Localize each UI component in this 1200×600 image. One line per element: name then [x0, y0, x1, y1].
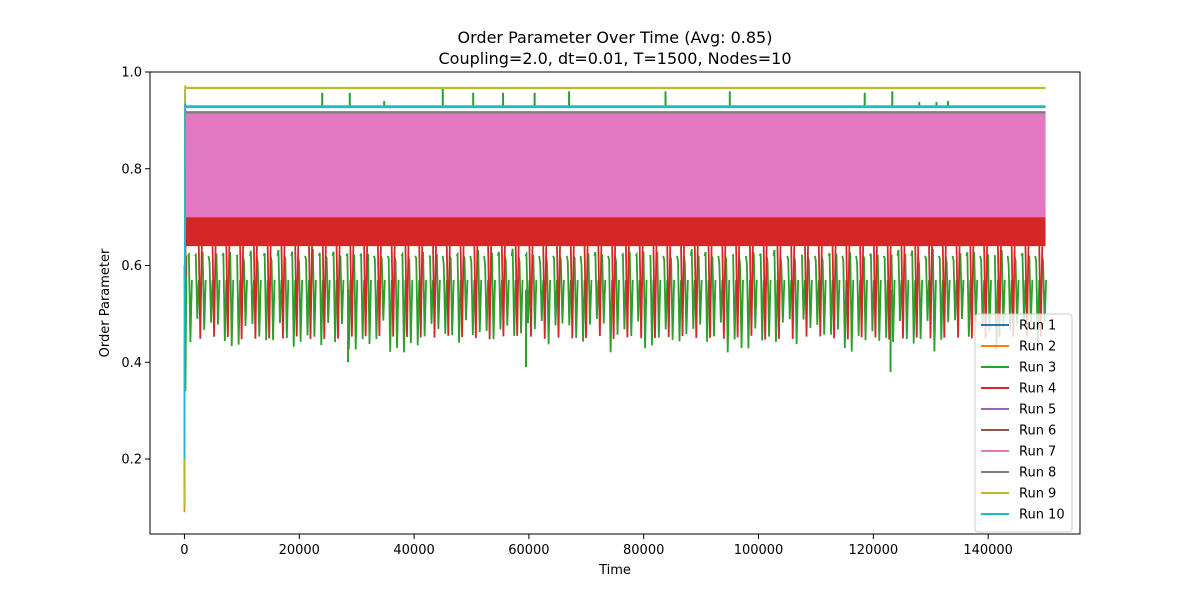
y-tick-label: 0.2	[121, 453, 142, 468]
legend-label: Run 8	[1019, 466, 1056, 481]
legend: Run 1 Run 2 Run 3 Run 4 Run 5 Run 6 Run 7 Run 8…	[974, 313, 1073, 533]
chart-title: Order Parameter Over Time (Avg: 0.85)	[458, 28, 773, 47]
x-tick-label: 120000	[849, 543, 899, 558]
y-tick-label: 1.0	[121, 66, 142, 81]
x-tick-label: 80000	[623, 543, 664, 558]
y-tick-label: 0.6	[121, 259, 142, 274]
x-axis-label: Time	[598, 563, 631, 578]
y-tick-label: 0.4	[121, 356, 142, 371]
x-tick-label: 0	[180, 543, 188, 558]
x-axis: 0 20000 40000 60000 80000 100000 120000 140000	[180, 534, 1013, 558]
series-run-10	[183, 103, 1046, 460]
legend-label: Run 7	[1019, 445, 1056, 460]
legend-box	[974, 313, 1073, 533]
x-tick-label: 40000	[393, 543, 434, 558]
run-4-spikes	[197, 246, 1044, 340]
y-axis: 0.2 0.4 0.6 0.8 1.0	[121, 66, 150, 468]
legend-label: Run 6	[1019, 424, 1056, 439]
x-tick-label: 60000	[508, 543, 549, 558]
legend-label: Run 3	[1019, 361, 1056, 376]
x-tick-label: 140000	[963, 543, 1013, 558]
series-run-3	[183, 88, 1048, 508]
x-tick-label: 20000	[279, 543, 320, 558]
legend-label: Run 1	[1019, 319, 1056, 334]
run-7-oscillation-band	[185, 113, 1046, 218]
y-axis-label: Order Parameter	[98, 248, 113, 357]
plot-frame	[149, 71, 1081, 535]
chart-subtitle: Coupling=2.0, dt=0.01, T=1500, Nodes=10	[438, 49, 791, 68]
run-3-oscillation	[187, 248, 1048, 353]
y-tick-label: 0.8	[121, 162, 142, 177]
legend-label: Run 5	[1019, 403, 1056, 418]
legend-label: Run 9	[1019, 487, 1056, 502]
x-tick-label: 100000	[734, 543, 784, 558]
legend-label: Run 10	[1019, 508, 1065, 523]
series-transient	[183, 103, 187, 460]
series-layer	[183, 85, 1048, 513]
legend-label: Run 2	[1019, 340, 1056, 355]
legend-label: Run 4	[1019, 382, 1056, 397]
run-4-oscillation-band	[185, 217, 1046, 247]
